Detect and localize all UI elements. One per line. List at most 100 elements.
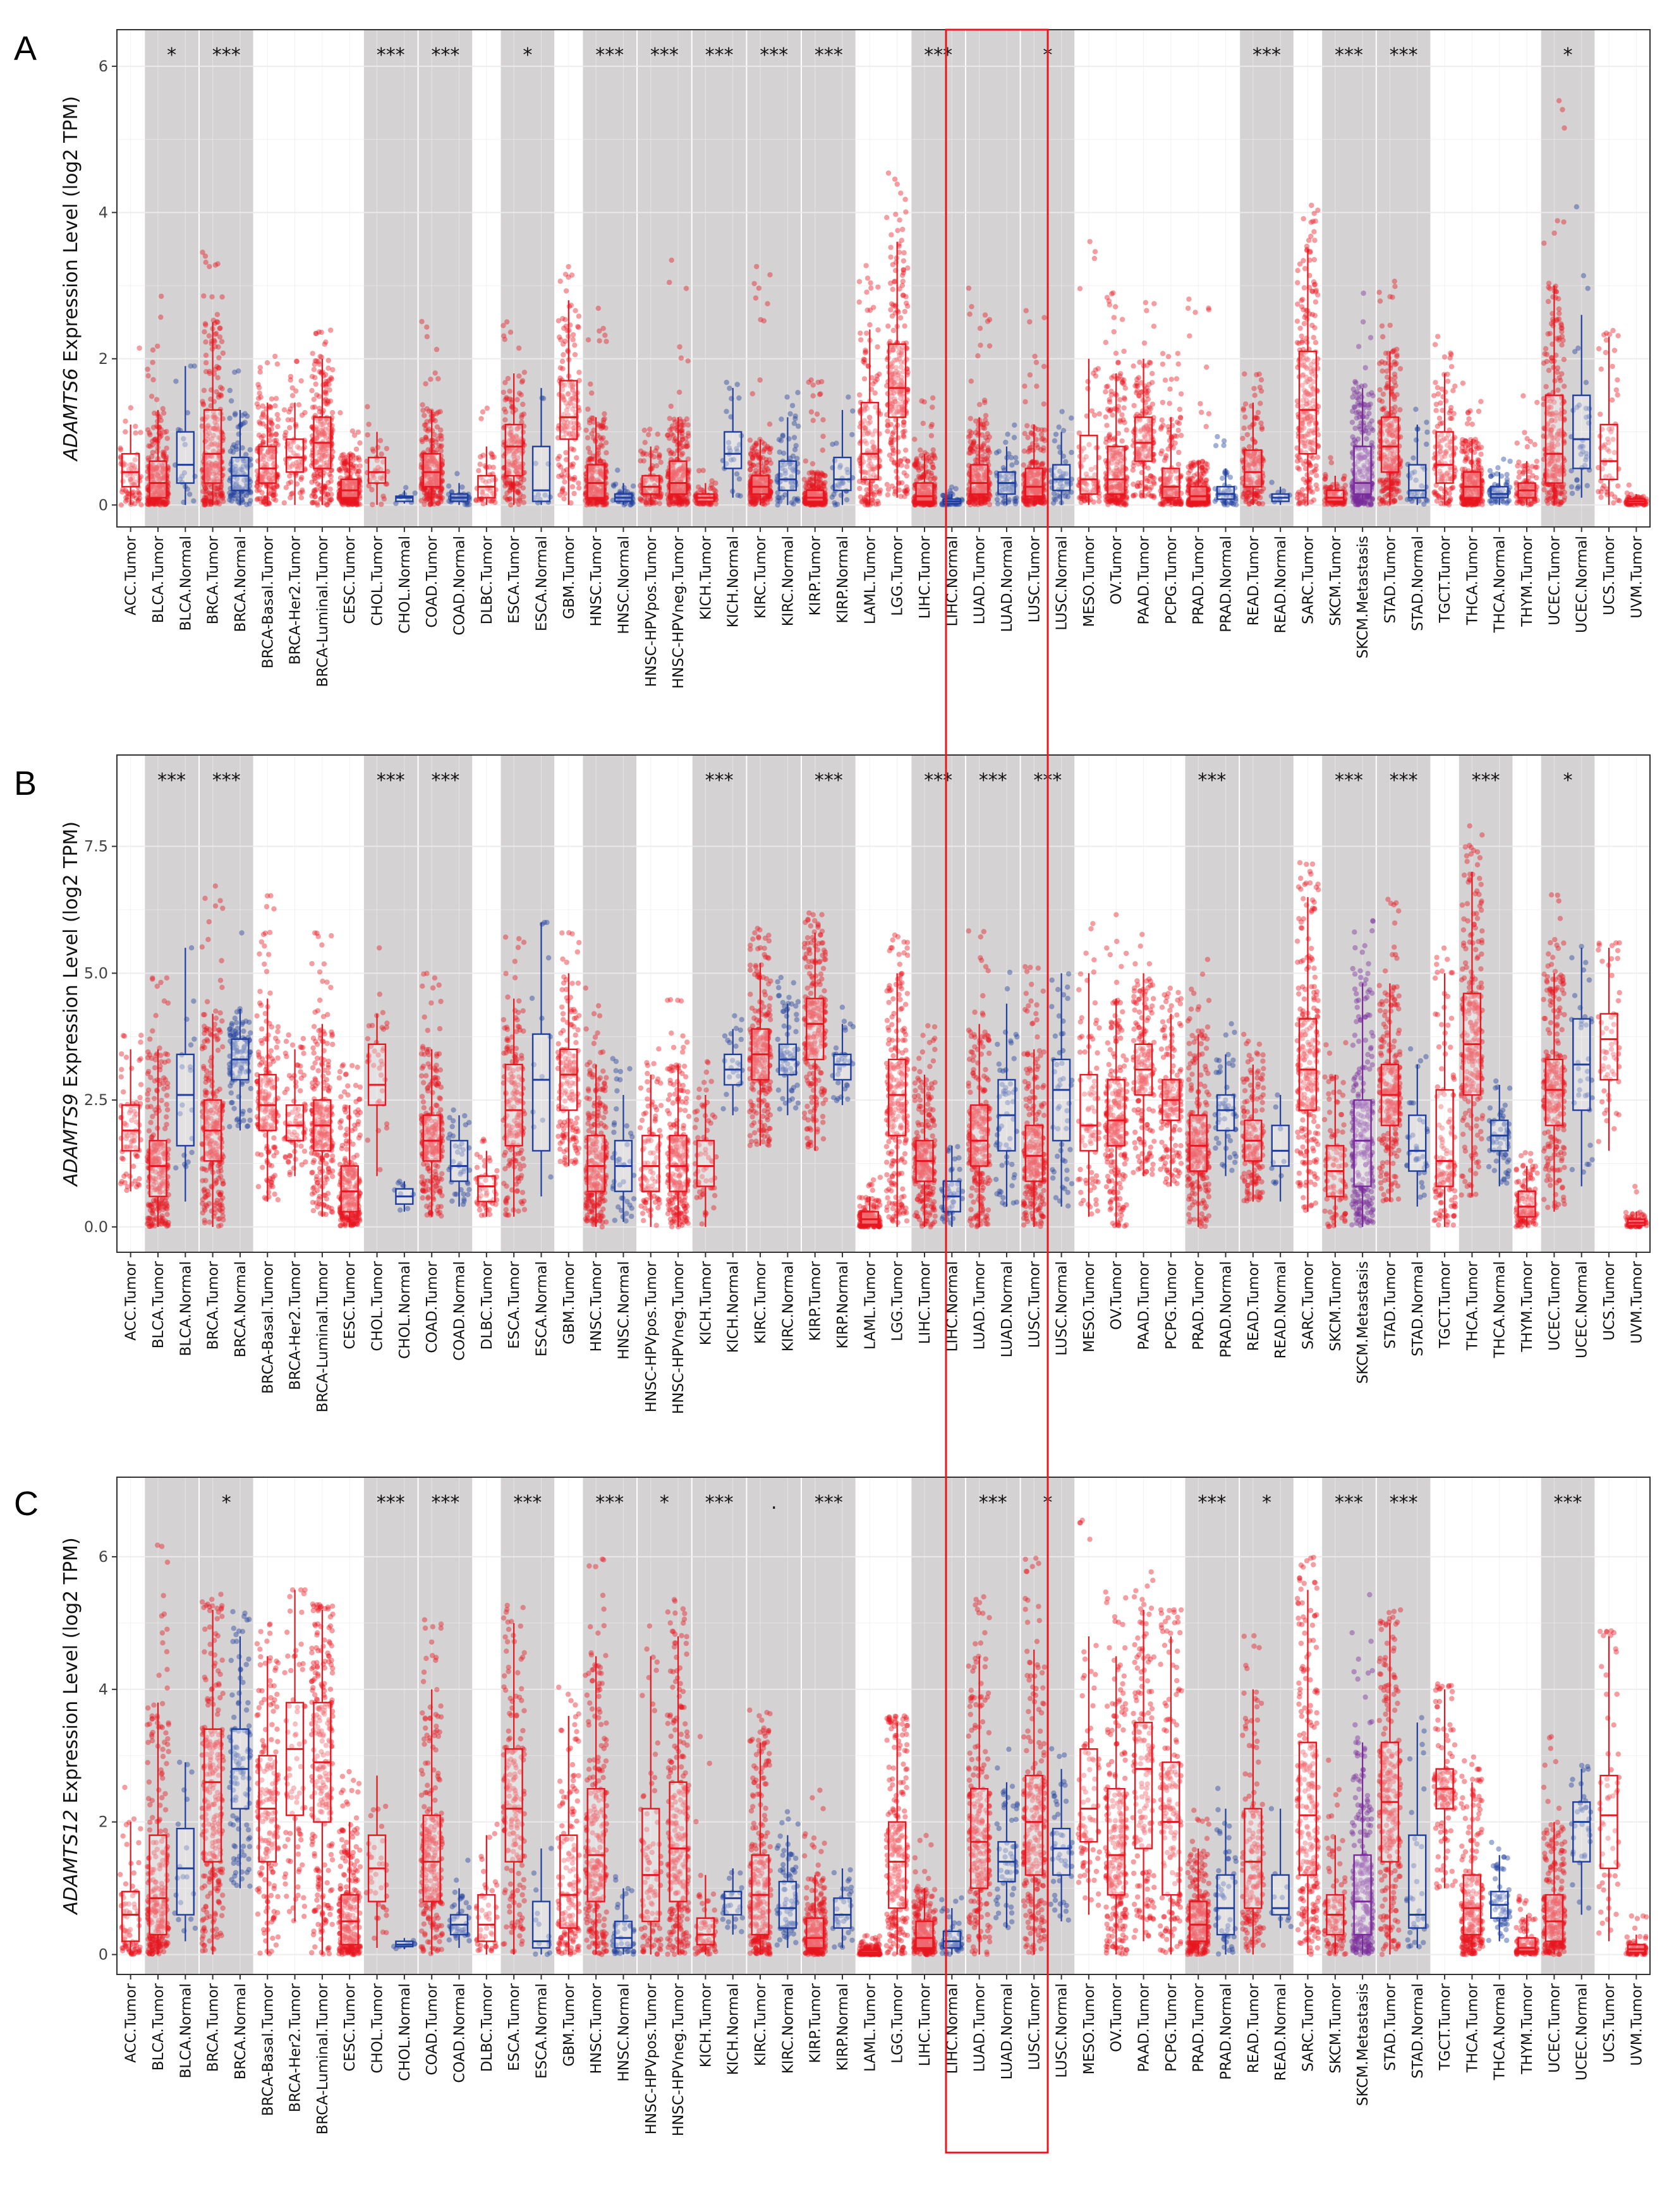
panel-A: A * *** *** *** * *** *** *** *** *** *** * *** *** ***… xyxy=(14,29,1651,689)
data-point xyxy=(589,415,595,421)
data-point xyxy=(127,462,133,468)
data-point xyxy=(967,311,973,317)
data-point xyxy=(795,496,801,502)
data-point xyxy=(150,483,155,489)
box-iqr xyxy=(969,464,989,495)
data-point xyxy=(298,378,304,384)
data-point xyxy=(150,500,156,506)
data-point xyxy=(796,423,801,429)
data-point xyxy=(220,494,226,500)
data-point xyxy=(324,491,331,497)
data-point xyxy=(795,390,801,396)
data-point xyxy=(585,337,591,343)
data-point xyxy=(968,378,974,384)
data-point xyxy=(133,430,138,436)
data-point xyxy=(562,479,567,485)
data-point xyxy=(149,490,155,497)
data-point xyxy=(146,499,152,504)
data-point xyxy=(521,411,527,417)
data-point xyxy=(905,458,911,464)
data-point xyxy=(557,278,563,284)
data-point xyxy=(787,411,793,417)
data-point xyxy=(902,308,908,315)
data-point xyxy=(316,394,322,399)
data-point xyxy=(152,500,157,505)
data-point xyxy=(418,498,424,504)
data-point xyxy=(132,501,138,507)
data-point xyxy=(980,454,985,459)
data-point xyxy=(576,313,582,319)
data-point xyxy=(203,339,209,345)
data-point xyxy=(258,394,264,400)
data-point xyxy=(133,495,140,501)
data-point xyxy=(768,445,774,451)
data-point xyxy=(566,263,571,270)
data-point xyxy=(890,431,895,437)
data-point xyxy=(683,444,689,449)
shaded-group-band xyxy=(911,30,965,527)
data-point xyxy=(560,486,566,492)
data-point xyxy=(328,478,334,484)
data-point xyxy=(136,492,142,497)
data-point xyxy=(985,448,992,454)
data-point xyxy=(751,502,756,507)
data-point xyxy=(873,484,879,490)
data-point xyxy=(734,471,740,477)
data-point xyxy=(810,418,816,423)
data-point xyxy=(164,435,170,442)
data-point xyxy=(868,280,873,286)
data-point xyxy=(123,462,128,468)
data-point xyxy=(901,293,906,298)
data-point xyxy=(283,430,289,435)
data-point xyxy=(751,281,757,287)
data-point xyxy=(131,493,137,499)
data-point xyxy=(775,495,781,500)
data-point xyxy=(569,272,575,278)
data-point xyxy=(615,468,621,473)
data-point xyxy=(154,472,161,478)
data-point xyxy=(891,279,897,285)
data-point xyxy=(666,435,672,441)
data-point xyxy=(312,375,318,380)
data-point xyxy=(808,409,815,415)
data-point xyxy=(203,369,209,375)
data-point xyxy=(153,466,159,472)
data-point xyxy=(257,421,263,426)
box-iqr xyxy=(422,453,441,488)
data-point xyxy=(317,353,323,360)
data-point xyxy=(289,385,295,391)
data-point xyxy=(1012,422,1017,428)
data-point xyxy=(768,460,774,466)
data-point xyxy=(313,381,318,387)
data-point xyxy=(273,396,279,401)
shaded-group-band xyxy=(1322,30,1376,527)
data-point xyxy=(232,412,238,418)
data-point xyxy=(159,485,165,492)
data-point xyxy=(789,500,795,505)
data-point xyxy=(215,319,221,325)
data-point xyxy=(272,353,278,360)
data-point xyxy=(890,327,897,334)
data-point xyxy=(895,435,901,440)
data-point xyxy=(503,409,509,415)
data-point xyxy=(248,498,253,504)
data-point xyxy=(200,399,205,404)
box-iqr xyxy=(121,453,140,488)
data-point xyxy=(666,447,672,453)
data-point xyxy=(864,330,870,336)
data-point xyxy=(131,466,136,471)
data-point xyxy=(642,440,648,445)
data-point xyxy=(159,483,164,489)
data-point xyxy=(490,498,496,504)
data-point xyxy=(173,378,179,384)
data-point xyxy=(160,499,166,505)
data-point xyxy=(600,435,606,441)
data-point xyxy=(792,416,798,421)
box-iqr xyxy=(724,431,743,469)
data-point xyxy=(289,417,295,423)
data-point xyxy=(161,454,167,459)
data-point xyxy=(293,421,299,428)
data-point xyxy=(876,372,882,377)
data-point xyxy=(327,487,333,492)
data-point xyxy=(209,294,215,299)
